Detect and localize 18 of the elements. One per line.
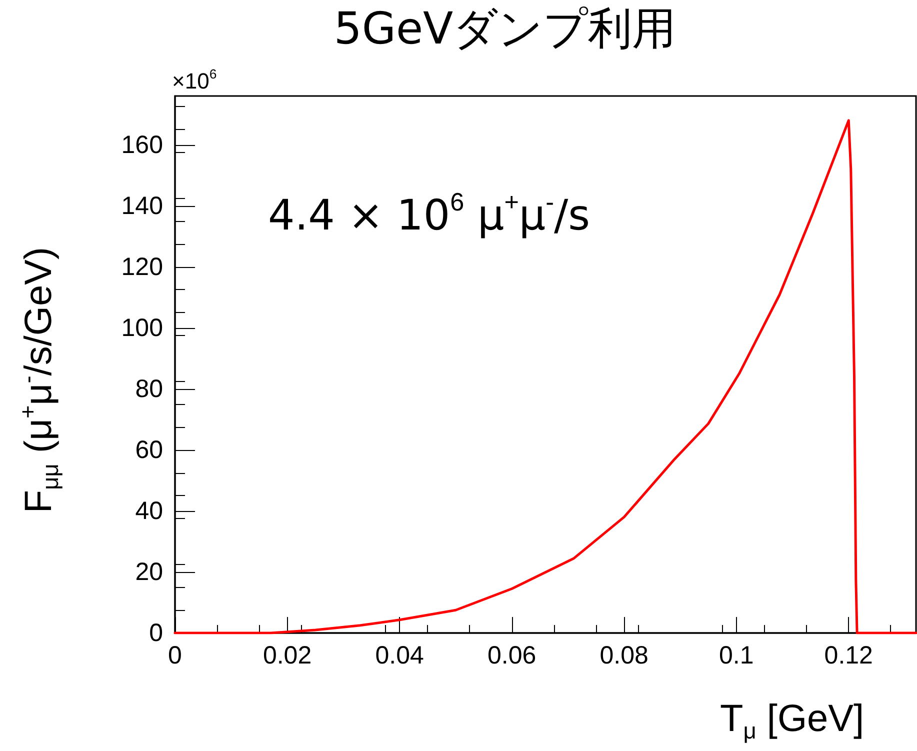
y-tick-label: 140 xyxy=(121,192,163,220)
x-tick-label: 0.02 xyxy=(262,642,312,670)
y-tick-label: 60 xyxy=(135,436,163,464)
y-tick-label: 0 xyxy=(149,619,163,647)
x-tick-label: 0.08 xyxy=(600,642,648,670)
x-tick-label: 0 xyxy=(168,642,182,670)
y-tick-label: 20 xyxy=(135,558,163,586)
y-tick-label: 120 xyxy=(121,252,163,281)
x-tick-label: 0.1 xyxy=(718,642,754,670)
x-tick-label: 0.04 xyxy=(375,642,424,670)
y-axis-title: Fμμ (μ+μ-/s/GeV) xyxy=(14,246,64,514)
x-tick-label: 0.06 xyxy=(487,642,536,670)
y-tick-label: 100 xyxy=(121,314,163,342)
y-tick-label: 160 xyxy=(121,130,163,159)
chart-title: 5GeVダンプ利用 xyxy=(334,4,676,54)
x-tick-label: 0.12 xyxy=(824,642,873,670)
y-tick-label: 40 xyxy=(135,496,163,525)
y-tick-label: 80 xyxy=(135,374,163,403)
